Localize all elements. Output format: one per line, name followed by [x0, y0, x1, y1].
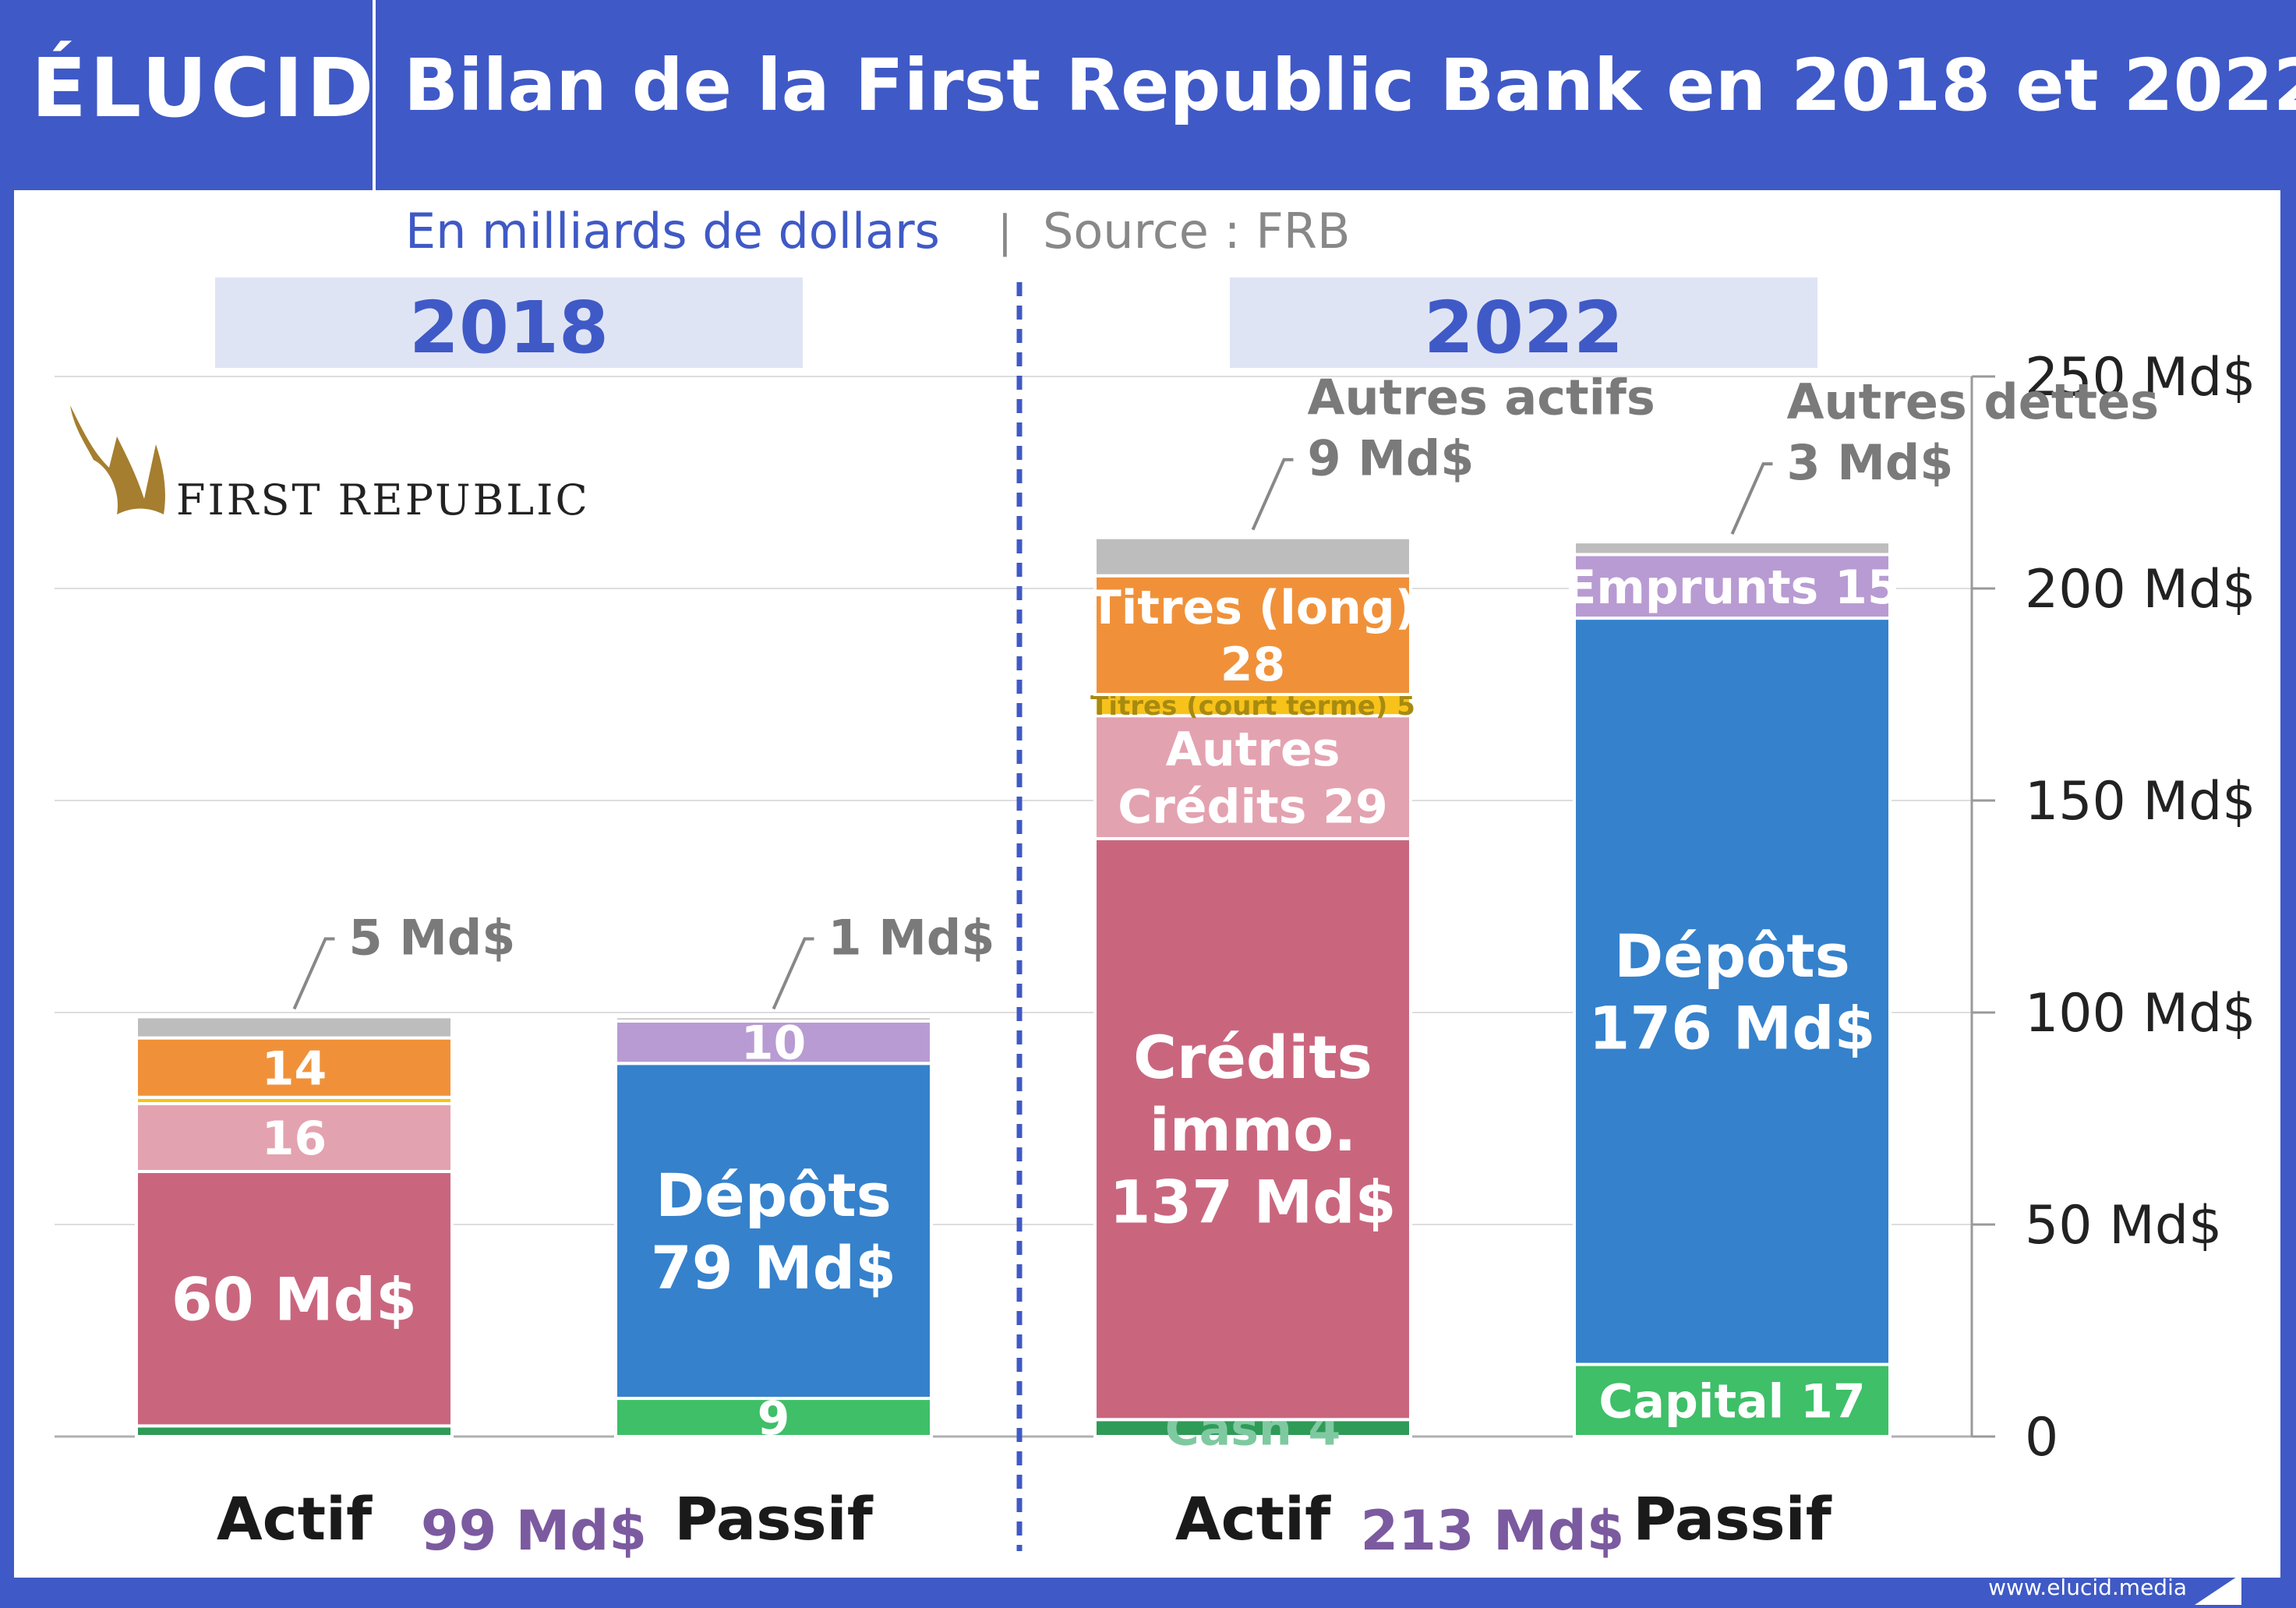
bar-segment-label: Autres — [1166, 723, 1341, 777]
callout-label: Autres dettes — [1787, 373, 2160, 430]
y-tick-label: 150 Md$ — [2025, 771, 2256, 832]
bar-segment-autres_dettes — [1573, 540, 1892, 557]
bar-segment-label: Emprunts 15 — [1564, 560, 1899, 615]
year-header-label: 2022 — [1424, 286, 1623, 369]
page-title: Bilan de la First Republic Bank en 2018 … — [404, 44, 2296, 127]
year-header-box — [1230, 277, 1817, 368]
callout-label: 9 Md$ — [1308, 430, 1475, 487]
bar-segment-label: Capital 17 — [1598, 1374, 1865, 1429]
footer-url[interactable]: www.elucid.media — [1988, 1574, 2187, 1600]
bar-segment-autres_actifs — [1093, 535, 1412, 578]
bar-segment-label: 9 — [758, 1391, 790, 1446]
bar-segment-label: 176 Md$ — [1588, 994, 1875, 1063]
bar-segment-autres_credits — [1093, 714, 1412, 840]
header-divider — [373, 0, 376, 190]
bar-segment-label: Crédits 29 — [1118, 779, 1388, 834]
y-tick-label: 0 — [2025, 1407, 2058, 1468]
bar-segment-label: 60 Md$ — [171, 1265, 417, 1334]
callout-leader — [292, 937, 335, 1010]
bar-segment-credits_immo — [135, 1170, 454, 1428]
bar-segment-capital — [614, 1397, 933, 1439]
callout-label: Autres actifs — [1308, 369, 1655, 426]
bar-segment-label: Titres (long) — [1090, 581, 1416, 635]
subtitle-unit: En milliards de dollars — [405, 203, 940, 260]
subtitle-source: Source : FRB — [1043, 203, 1351, 260]
callout-label: 1 Md$ — [828, 909, 995, 966]
y-tick-label: 250 Md$ — [2025, 347, 2256, 408]
bar-segment-depots — [1573, 617, 1892, 1366]
bar-segment-cash — [135, 1424, 454, 1439]
bar-segment-depots — [614, 1062, 933, 1401]
total-label: 213 Md$ — [1361, 1499, 1625, 1563]
bar-segment-label: Dépôts — [655, 1161, 892, 1230]
bar-segment-label: Dépôts — [1614, 921, 1850, 991]
subtitle-separator: | — [998, 207, 1012, 257]
bar-segment-label: 16 — [262, 1111, 327, 1166]
bar-segment-label: 10 — [741, 1016, 807, 1071]
bar-segment-label: 137 Md$ — [1109, 1168, 1396, 1237]
year-header-box — [215, 277, 803, 368]
bar-segment-label: 28 — [1220, 638, 1286, 692]
bar-segment-label: 14 — [262, 1041, 327, 1096]
bar-segment-credits_immo — [1093, 836, 1412, 1422]
x-category-label: Passif — [1633, 1484, 1832, 1553]
callout-label: 5 Md$ — [349, 909, 516, 966]
brand-name: FIRST REPUBLIC — [176, 475, 590, 525]
y-tick-label: 50 Md$ — [2025, 1195, 2222, 1256]
elucid-arrow-icon — [2195, 1574, 2241, 1605]
callout-label: 3 Md$ — [1787, 434, 1954, 491]
callout-leader — [1251, 458, 1294, 531]
callout-leader — [772, 937, 814, 1010]
bar-segment-autres_dettes — [614, 1015, 933, 1023]
bar-segment-label: immo. — [1150, 1095, 1357, 1164]
bar-segment-autres_credits — [135, 1101, 454, 1173]
x-category-label: Actif — [217, 1484, 373, 1553]
x-category-label: Actif — [1175, 1484, 1331, 1553]
y-tick-label: 100 Md$ — [2025, 983, 2256, 1044]
bar-segment-autres_actifs — [135, 1015, 454, 1040]
total-label: 99 Md$ — [421, 1499, 647, 1563]
y-tick-label: 200 Md$ — [2025, 559, 2256, 620]
elucid-logo: ÉLUCID — [31, 41, 377, 136]
bar-segment-titres_court — [1093, 693, 1412, 718]
callout-leader — [1730, 462, 1773, 535]
year-header-label: 2018 — [409, 286, 609, 369]
header-bar: ÉLUCID Bilan de la First Republic Bank e… — [0, 0, 2296, 190]
eagle-logo-icon — [70, 405, 165, 514]
bar-segment-label: Crédits — [1133, 1023, 1372, 1092]
x-category-label: Passif — [674, 1484, 873, 1553]
bar-segment-label: 79 Md$ — [651, 1233, 896, 1302]
